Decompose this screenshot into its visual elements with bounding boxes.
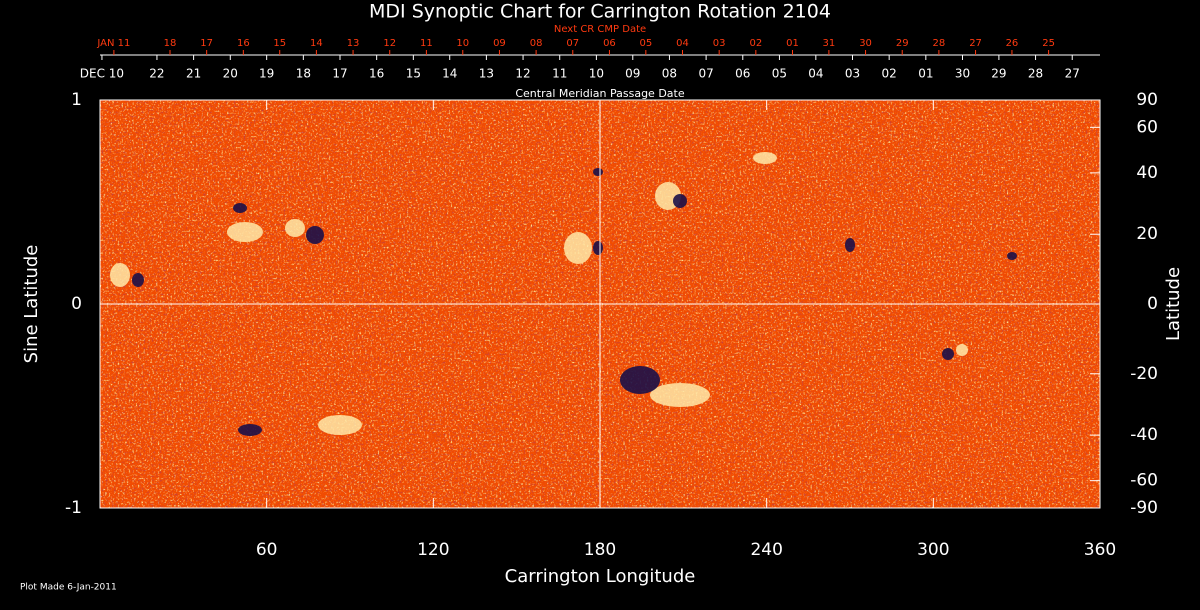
cmp-tick-label: 21 [186,67,201,81]
cmp-tick-label: DEC 10 [80,67,124,81]
cmp-tick-label: 01 [918,67,933,81]
next-cmp-tick-label: 28 [933,38,946,49]
cmp-tick-label: 19 [259,67,274,81]
next-cmp-tick-label: 05 [639,38,652,49]
next-cmp-tick-label: 30 [859,38,872,49]
y2-tick-label: -20 [1130,364,1158,384]
y-tick-label: 1 [71,90,82,110]
next-cmp-tick-label: 16 [237,38,250,49]
x-tick-label: 60 [256,540,278,560]
x-tick-label: 240 [750,540,782,560]
next-cmp-tick-label: 25 [1042,38,1055,49]
cmp-tick-label: 28 [1028,67,1043,81]
x-axis-label: Carrington Longitude [505,566,696,587]
x-tick-label: 360 [1084,540,1116,560]
positive-regions [110,152,968,435]
next-cmp-tick-label: 26 [1006,38,1019,49]
x-tick-label: 180 [584,540,616,560]
x-tick-label: 300 [917,540,949,560]
cmp-tick-label: 12 [515,67,530,81]
next-cmp-tick-label: 18 [164,38,177,49]
cmp-tick-label: 09 [625,67,640,81]
cmp-tick-label: 02 [882,67,897,81]
cmp-tick-label: 04 [808,67,823,81]
cmp-tick-label: 14 [442,67,457,81]
cmp-tick-label: 20 [223,67,238,81]
y2-tick-label: 20 [1136,224,1158,244]
next-cmp-tick-label: 08 [530,38,543,49]
next-cmp-axis-title: Next CR CMP Date [554,24,646,35]
next-cmp-tick-label: 04 [676,38,689,49]
cmp-tick-label: 03 [845,67,860,81]
cmp-tick-label: 16 [369,67,384,81]
y2-tick-label: 90 [1136,90,1158,110]
next-cmp-tick-label: 13 [347,38,360,49]
y-tick-label: -1 [65,498,82,518]
cmp-tick-label: 08 [662,67,677,81]
next-cmp-tick-label: 12 [383,38,396,49]
cmp-tick-label: 17 [332,67,347,81]
y2-tick-label: 40 [1136,163,1158,183]
y2-tick-label: 0 [1147,294,1158,314]
cmp-tick-label: 15 [406,67,421,81]
cmp-tick-label: 18 [296,67,311,81]
cmp-axis-title: Central Meridian Passage Date [515,87,684,100]
next-cmp-tick-label: 27 [969,38,982,49]
x-tick-label: 120 [417,540,449,560]
y2-tick-label: 60 [1136,117,1158,137]
chart-title: MDI Synoptic Chart for Carrington Rotati… [369,1,831,23]
next-cmp-tick-label: 10 [456,38,469,49]
cmp-tick-label: 29 [991,67,1006,81]
y-tick-label: 0 [71,294,82,314]
cmp-tick-label: 07 [698,67,713,81]
next-cmp-tick-label: 17 [200,38,213,49]
cmp-tick-label: 27 [1065,67,1080,81]
next-cmp-tick-label: 14 [310,38,323,49]
y-axis-label: Sine Latitude [21,245,42,364]
cmp-tick-label: 06 [735,67,750,81]
next-cmp-tick-label: 11 [420,38,433,49]
next-cmp-tick-label: 31 [823,38,836,49]
next-cmp-tick-label: JAN 11 [96,38,130,49]
cmp-tick-label: 22 [149,67,164,81]
footnote: Plot Made 6-Jan-2011 [20,583,117,593]
next-cmp-tick-label: 07 [566,38,579,49]
next-cmp-tick-label: 29 [896,38,909,49]
y2-tick-label: -40 [1130,425,1158,445]
cmp-tick-label: 10 [589,67,604,81]
y2-axis-label: Latitude [1163,267,1184,341]
cmp-tick-label: 05 [772,67,787,81]
next-cmp-tick-label: 15 [273,38,286,49]
next-cmp-tick-label: 01 [786,38,799,49]
cmp-tick-label: 30 [955,67,970,81]
next-cmp-tick-label: 06 [603,38,616,49]
y2-tick-label: -90 [1130,498,1158,518]
cmp-tick-label: 11 [552,67,567,81]
cmp-tick-label: 13 [479,67,494,81]
next-cmp-tick-label: 03 [713,38,726,49]
next-cmp-tick-label: 02 [749,38,762,49]
next-cmp-tick-label: 09 [493,38,506,49]
y2-tick-label: -60 [1130,471,1158,491]
